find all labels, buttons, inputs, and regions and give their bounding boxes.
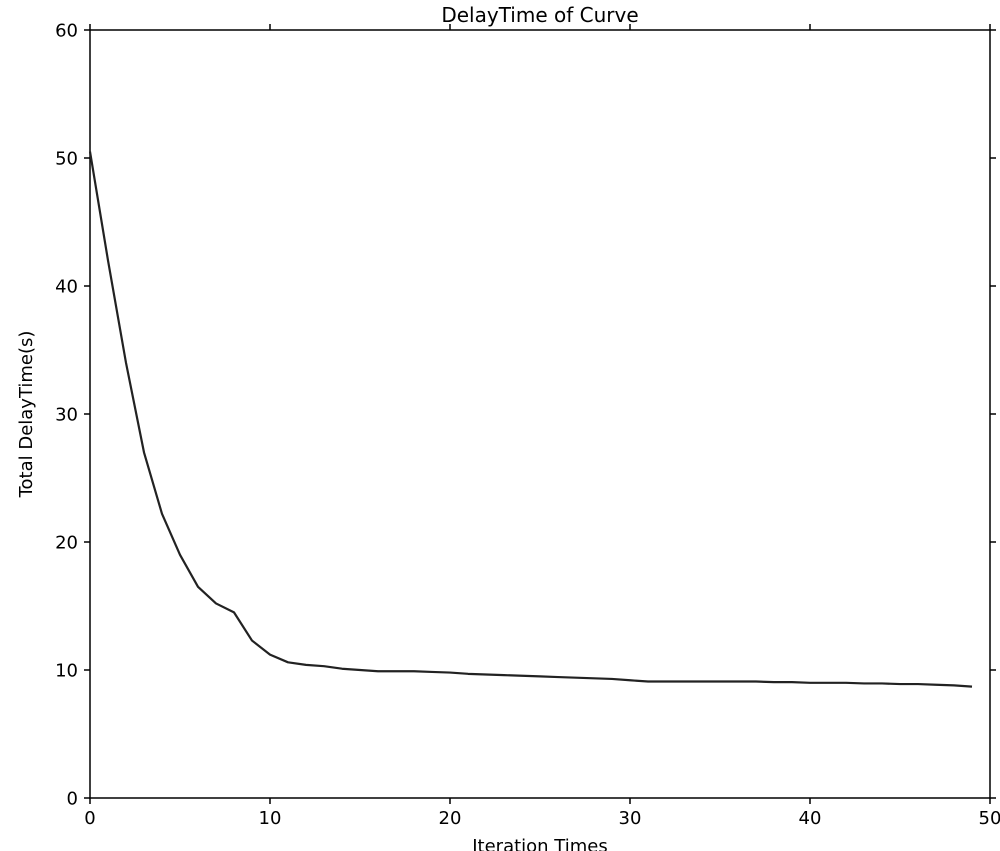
y-tick-label: 10 xyxy=(55,660,78,681)
y-axis-label: Total DelayTime(s) xyxy=(16,331,37,499)
y-tick-label: 60 xyxy=(55,20,78,41)
x-axis-label: Iteration Times xyxy=(472,836,608,851)
chart-container: 0 10 20 30 40 50 0 10 20 30 40 50 60 DelayTime of Cur… xyxy=(0,0,1000,851)
y-tick-label: 0 xyxy=(67,788,78,809)
y-tick-label: 30 xyxy=(55,404,78,425)
y-tick-label: 50 xyxy=(55,148,78,169)
x-tick-label: 50 xyxy=(979,808,1000,829)
y-tick-label: 20 xyxy=(55,532,78,553)
x-tick-label: 20 xyxy=(439,808,462,829)
delaytime-line-chart: 0 10 20 30 40 50 0 10 20 30 40 50 60 DelayTime of Cur… xyxy=(0,0,1000,851)
chart-title: DelayTime of Curve xyxy=(441,3,638,27)
x-tick-label: 10 xyxy=(259,808,282,829)
x-tick-label: 30 xyxy=(619,808,642,829)
x-tick-label: 40 xyxy=(799,808,822,829)
y-tick-label: 40 xyxy=(55,276,78,297)
data-line xyxy=(90,152,972,687)
x-tick-label: 0 xyxy=(84,808,95,829)
